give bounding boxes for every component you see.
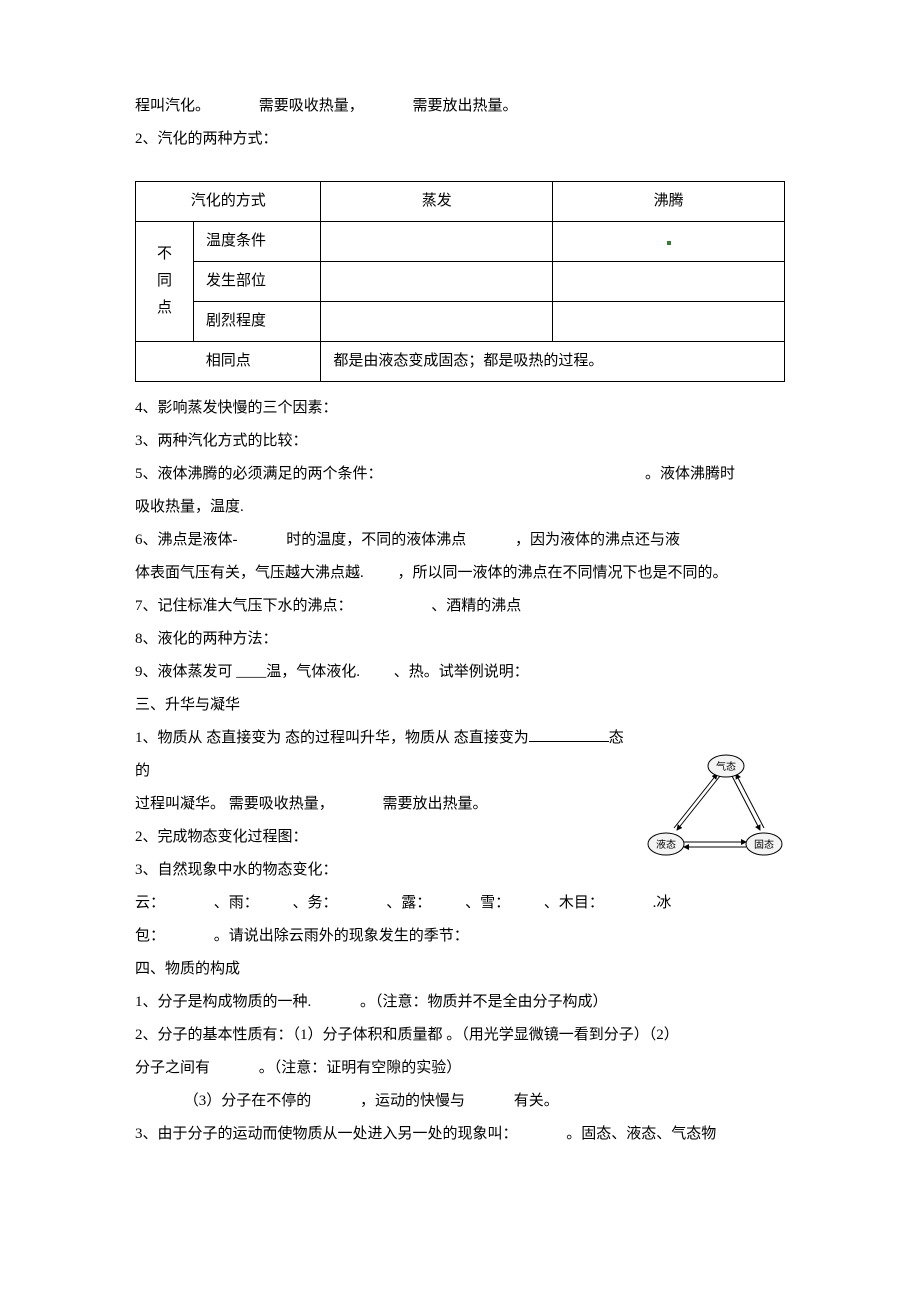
table-row: 不同点 温度条件 xyxy=(136,222,785,262)
text: 时的温度，不同的液体沸点 xyxy=(286,532,466,548)
text: ，运动的快慢与 xyxy=(360,1093,465,1109)
intro-block: 程叫汽化。 需要吸收热量， 需要放出热量。 2、汽化的两种方式： xyxy=(135,90,785,156)
s4-l4: （3）分子在不停的 ，运动的快慢与 有关。 xyxy=(135,1085,785,1118)
mid-l9: 9、液体蒸发可 ____温，气体液化. 、热。试举例说明： xyxy=(135,656,785,689)
green-dot-icon xyxy=(667,241,671,245)
mid-l3: 3、两种汽化方式的比较： xyxy=(135,425,785,458)
mid-block: 4、影响蒸发快慢的三个因素： 3、两种汽化方式的比较： 5、液体沸腾的必须满足的… xyxy=(135,392,785,689)
s4-l3: 分子之间有 。（注意：证明有空隙的实验） xyxy=(135,1052,785,1085)
text: 、木目： xyxy=(544,895,604,911)
svg-text:固态: 固态 xyxy=(754,838,774,851)
triangle-diagram-icon: 气态 液态 固态 xyxy=(640,752,785,857)
text: 、热。试举例说明： xyxy=(394,664,529,680)
text: 、露： xyxy=(386,895,431,911)
text: 7、记住标准大气压下水的沸点： xyxy=(135,598,353,614)
text: 。（注意：证明有空隙的实验） xyxy=(259,1060,462,1076)
text: 。固态、液态、气态物 xyxy=(566,1126,716,1142)
text: ，所以同一液体的沸点在不同情况下也是不同的。 xyxy=(398,565,728,581)
text: （3）分子在不停的 xyxy=(184,1093,312,1109)
text: 。请说出除云雨外的现象发生的季节： xyxy=(214,928,469,944)
text: 需要吸收热量， xyxy=(229,796,334,812)
section-4: 四、物质的构成 1、分子是构成物质的一种. 。（注意：物质并不是全由分子构成） … xyxy=(135,953,785,1151)
section-3-title: 三、升华与凝华 xyxy=(135,689,785,722)
cell-blank xyxy=(321,302,553,342)
mid-l5: 5、液体沸腾的必须满足的两个条件： 。液体沸腾时 xyxy=(135,458,785,491)
cell-blank xyxy=(553,262,785,302)
cell-blank xyxy=(321,262,553,302)
text: 包： xyxy=(135,928,165,944)
table-row: 汽化的方式 蒸发 沸腾 xyxy=(136,182,785,222)
header-boil: 沸腾 xyxy=(553,182,785,222)
text: 。液体沸腾时 xyxy=(645,466,735,482)
header-method: 汽化的方式 xyxy=(136,182,321,222)
s4-l2: 2、分子的基本性质有：（1）分子体积和质量都 。（用光学显微镜一看到分子）（2） xyxy=(135,1019,785,1052)
s4-l5: 3、由于分子的运动而使物质从一处进入另一处的现象叫： 。固态、液态、气态物 xyxy=(135,1118,785,1151)
text: 5、液体沸腾的必须满足的两个条件： xyxy=(135,466,383,482)
svg-text:气态: 气态 xyxy=(716,760,736,773)
text: .冰 xyxy=(653,895,672,911)
group-diff: 不同点 xyxy=(136,222,194,342)
text: 1、分子是构成物质的一种. xyxy=(135,994,311,1010)
mid-l5c: 吸收热量，温度. xyxy=(135,491,785,524)
text: 云： xyxy=(135,895,165,911)
mid-l6: 6、沸点是液体- 时的温度，不同的液体沸点 ，因为液体的沸点还与液 xyxy=(135,524,785,557)
s3-l5: 包： 。请说出除云雨外的现象发生的季节： xyxy=(135,920,785,953)
text: ，因为液体的沸点还与液 xyxy=(515,532,680,548)
mid-l6-2: 体表面气压有关，气压越大沸点越. ，所以同一液体的沸点在不同情况下也是不同的。 xyxy=(135,557,785,590)
text: 有关。 xyxy=(514,1093,559,1109)
text: 、雪： xyxy=(465,895,510,911)
text: 、雨： xyxy=(214,895,259,911)
s3-l4: 云： 、雨： 、务： 、露： 、雪： 、木目： .冰 xyxy=(135,887,785,920)
vaporization-table: 汽化的方式 蒸发 沸腾 不同点 温度条件 发生部位 剧烈程度 相同点 都是由液态… xyxy=(135,181,785,382)
text: 需要放出热量。 xyxy=(413,98,518,114)
text: 、酒精的沸点 xyxy=(431,598,521,614)
intro-line-1: 程叫汽化。 需要吸收热量， 需要放出热量。 xyxy=(135,90,785,123)
row-same-label: 相同点 xyxy=(136,342,321,382)
table-row: 相同点 都是由液态变成固态；都是吸热的过程。 xyxy=(136,342,785,382)
header-evap: 蒸发 xyxy=(321,182,553,222)
mid-l7: 7、记住标准大气压下水的沸点： 、酒精的沸点 xyxy=(135,590,785,623)
s4-l1: 1、分子是构成物质的一种. 。（注意：物质并不是全由分子构成） xyxy=(135,986,785,1019)
state-diagram: 气态 液态 固态 xyxy=(640,752,785,870)
text: 、务： xyxy=(293,895,338,911)
cell-dot xyxy=(553,222,785,262)
cell-blank xyxy=(321,222,553,262)
table-row: 发生部位 xyxy=(136,262,785,302)
section-3: 三、升华与凝华 气态 液态 固态 1、物质从 态直接变为 态的过程叫升华，物质从… xyxy=(135,689,785,953)
text: 6、沸点是液体- xyxy=(135,532,238,548)
text: 分子之间有 xyxy=(135,1060,210,1076)
svg-text:液态: 液态 xyxy=(656,838,676,851)
text: 体表面气压有关，气压越大沸点越. xyxy=(135,565,364,581)
text: 程叫汽化。 xyxy=(135,98,210,114)
text: 过程叫凝华。 xyxy=(135,796,225,812)
row-temp: 温度条件 xyxy=(193,222,320,262)
blank-underline xyxy=(529,727,609,742)
table-row: 剧烈程度 xyxy=(136,302,785,342)
row-location: 发生部位 xyxy=(193,262,320,302)
row-intensity: 剧烈程度 xyxy=(193,302,320,342)
text: 需要放出热量。 xyxy=(383,796,488,812)
text: 3、由于分子的运动而使物质从一处进入另一处的现象叫： xyxy=(135,1126,518,1142)
text: 9、液体蒸发可 ____温，气体液化. xyxy=(135,664,360,680)
text: 1、物质从 态直接变为 态的过程叫升华，物质从 态直接变为 xyxy=(135,730,529,746)
cell-blank xyxy=(553,302,785,342)
mid-l4: 4、影响蒸发快慢的三个因素： xyxy=(135,392,785,425)
mid-l8: 8、液化的两种方法： xyxy=(135,623,785,656)
section-4-title: 四、物质的构成 xyxy=(135,953,785,986)
row-same-value: 都是由液态变成固态；都是吸热的过程。 xyxy=(321,342,785,382)
text: 。（注意：物质并不是全由分子构成） xyxy=(360,994,608,1010)
text: 需要吸收热量， xyxy=(259,98,364,114)
intro-line-2: 2、汽化的两种方式： xyxy=(135,123,785,156)
